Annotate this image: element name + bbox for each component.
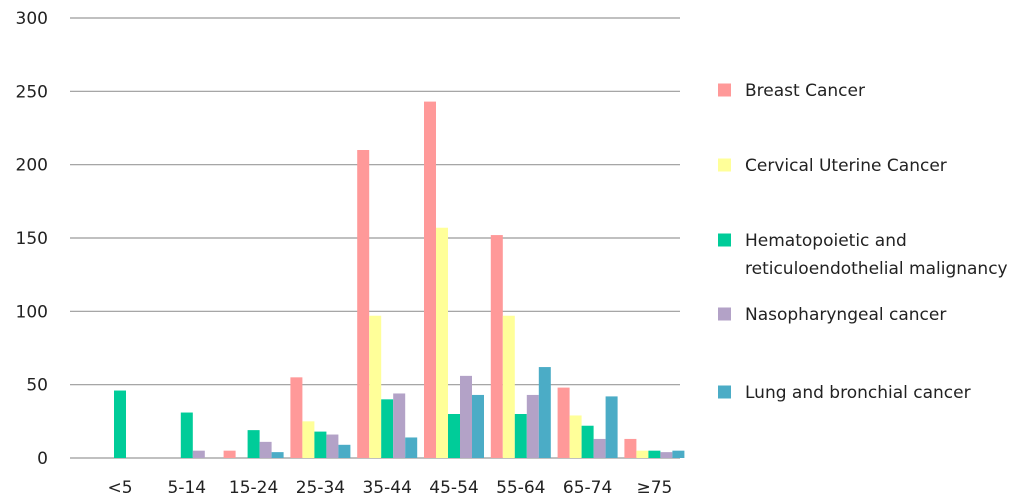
y-tick-label: 300 — [16, 9, 48, 29]
bar — [490, 235, 503, 458]
bar — [672, 450, 685, 458]
bar — [436, 227, 448, 458]
bar — [448, 414, 460, 458]
bar — [581, 425, 594, 458]
bars — [114, 101, 685, 458]
bar — [538, 367, 551, 458]
y-tick-label: 100 — [16, 302, 48, 322]
legend-swatch — [718, 385, 731, 399]
bar — [247, 430, 260, 458]
legend: Breast Cancer Cervical Uterine Cancer Hema… — [718, 81, 1008, 403]
bar — [259, 441, 272, 458]
bar — [357, 150, 370, 458]
bar — [593, 438, 606, 458]
gridlines — [70, 17, 680, 459]
legend-label: Hematopoietic and — [745, 231, 907, 251]
bar — [624, 438, 637, 458]
y-tick-label: 200 — [16, 156, 48, 176]
x-tick-label: 55-64 — [496, 478, 545, 498]
bar — [271, 452, 284, 458]
x-tick-label: 35-44 — [362, 478, 411, 498]
y-tick-label: 50 — [26, 376, 48, 396]
y-tick-label: 150 — [16, 229, 48, 249]
bar — [605, 396, 618, 458]
bar — [472, 394, 484, 458]
legend-swatch — [718, 233, 731, 247]
x-tick-label: 65-74 — [563, 478, 612, 498]
bar — [460, 375, 472, 458]
bar — [636, 450, 649, 458]
bar — [648, 450, 661, 458]
bar — [369, 315, 382, 458]
legend-swatch — [718, 158, 731, 172]
bar — [223, 450, 236, 458]
legend-label: Lung and bronchial cancer — [745, 383, 971, 403]
legend-label: Breast Cancer — [745, 81, 865, 101]
x-tick-label: 5-14 — [168, 478, 207, 498]
bar — [514, 414, 527, 458]
legend-swatch — [718, 83, 731, 97]
bar — [660, 452, 673, 458]
bar — [302, 421, 315, 458]
x-tick-label: 45-54 — [429, 478, 478, 498]
x-axis-ticks: <5 5-14 15-24 25-34 35-44 45-54 55-64 65-74 ≥75 — [107, 478, 672, 498]
legend-label: Nasopharyngeal cancer — [745, 305, 946, 325]
bar — [180, 412, 193, 458]
legend-label: Cervical Uterine Cancer — [745, 156, 947, 176]
bar — [526, 394, 539, 458]
y-tick-label: 0 — [37, 449, 48, 469]
bar — [393, 393, 406, 458]
x-tick-label: 25-34 — [296, 478, 345, 498]
bar — [326, 434, 339, 458]
bar — [381, 399, 394, 458]
bar — [338, 444, 351, 458]
y-axis-ticks: 0 50 100 150 200 250 300 — [16, 9, 48, 469]
bar — [290, 377, 303, 458]
bar — [424, 101, 436, 458]
x-tick-label: <5 — [107, 478, 132, 498]
bar — [557, 387, 570, 458]
bar — [192, 450, 205, 458]
legend-label: reticuloendothelial malignancy — [745, 259, 1008, 279]
bar — [569, 415, 582, 458]
x-tick-label: ≥75 — [636, 478, 672, 498]
legend-swatch — [718, 307, 731, 321]
bar — [114, 390, 126, 458]
x-tick-label: 15-24 — [229, 478, 278, 498]
bar — [502, 315, 515, 458]
y-tick-label: 250 — [16, 82, 48, 102]
bar — [405, 437, 418, 458]
bar — [314, 431, 327, 458]
